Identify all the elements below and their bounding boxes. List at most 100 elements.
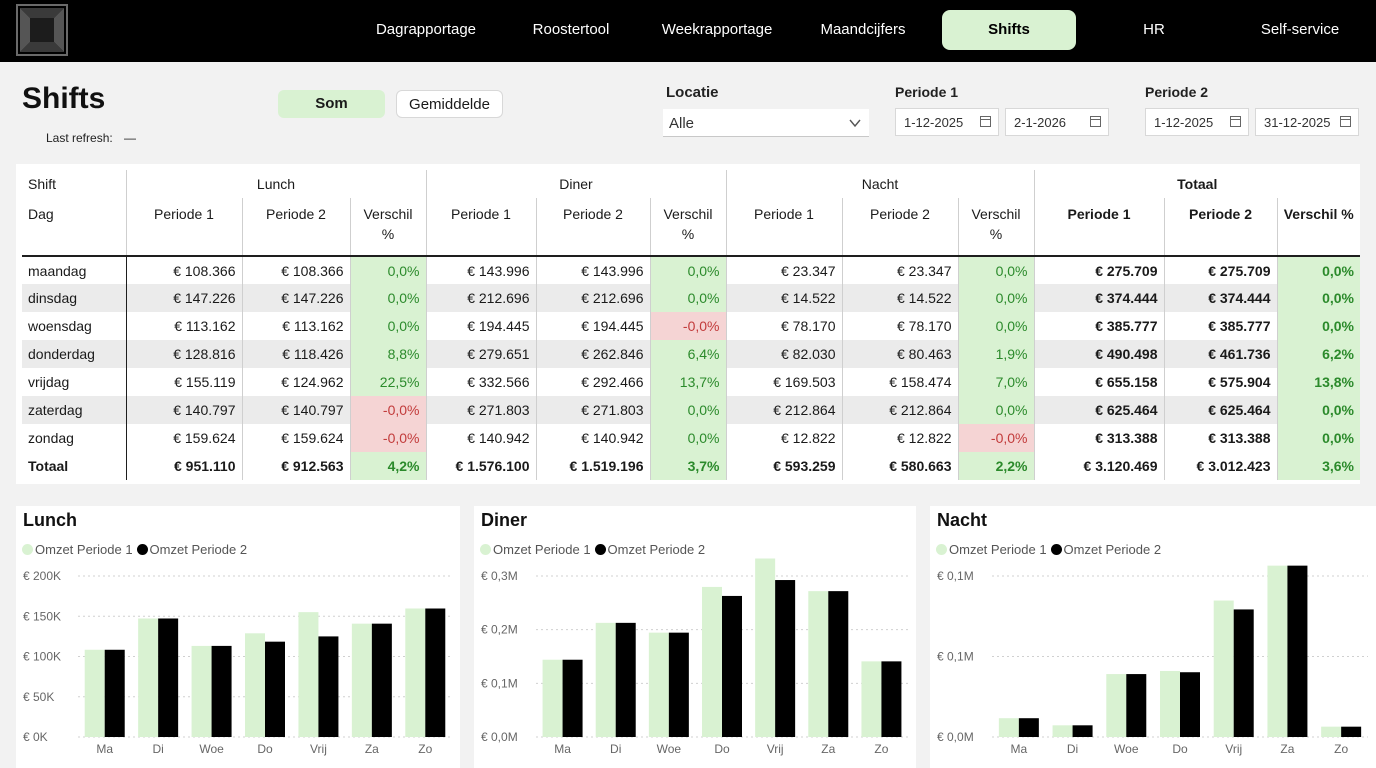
bar-periode2[interactable]: [562, 659, 583, 737]
top-nav-bar: Dagrapportage Roostertool Weekrapportage…: [0, 0, 1376, 62]
bar-periode2[interactable]: [1341, 726, 1362, 737]
nav-item-dagrapportage[interactable]: Dagrapportage: [375, 21, 477, 38]
x-tick-label: Zo: [1334, 742, 1348, 756]
periode1-end-date[interactable]: 2-1-2026: [1005, 108, 1109, 136]
bar-periode1[interactable]: [298, 612, 319, 737]
group-header-nacht: Nacht: [725, 170, 1034, 198]
bar-periode1[interactable]: [138, 618, 159, 737]
bar-periode1[interactable]: [702, 586, 722, 737]
group-header-diner: Diner: [425, 170, 726, 198]
y-tick-label: € 200K: [23, 569, 61, 583]
bar-periode1[interactable]: [1267, 565, 1288, 737]
chart-panel-nacht: Nacht Omzet Periode 1 Omzet Periode 2 € 0,0…: [930, 506, 1376, 768]
bar-periode1[interactable]: [191, 645, 212, 737]
value-cell: € 385.777: [1033, 312, 1164, 340]
diff-cell: 0,0%: [649, 284, 726, 312]
y-tick-label: € 0,1M: [937, 650, 974, 664]
bar-periode2[interactable]: [158, 618, 179, 737]
bar-periode1[interactable]: [84, 649, 105, 737]
bar-periode1[interactable]: [1213, 600, 1234, 737]
bar-periode2[interactable]: [1018, 718, 1039, 737]
x-tick-label: Za: [1280, 742, 1294, 756]
bar-periode2[interactable]: [615, 622, 636, 737]
row-header-dag: Dag: [22, 198, 126, 257]
legend-item[interactable]: Omzet Periode 2: [136, 542, 248, 557]
bar-periode1[interactable]: [1052, 725, 1073, 737]
col-header-totaal-periode1: Periode 1: [1033, 198, 1164, 257]
bar-periode1[interactable]: [595, 622, 616, 737]
bar-periode1[interactable]: [648, 632, 669, 737]
legend-item[interactable]: Omzet Periode 2: [1050, 542, 1161, 557]
diff-cell: 4,2%: [349, 452, 426, 480]
diff-cell: 0,0%: [1276, 256, 1360, 284]
row-header-shift: Shift: [28, 176, 57, 192]
bar-periode1[interactable]: [1321, 726, 1342, 737]
periode2-end-date[interactable]: 31-12-2025: [1255, 108, 1359, 136]
legend-item[interactable]: Omzet Periode 1: [22, 542, 133, 557]
nav-item-weekrapportage[interactable]: Weekrapportage: [661, 21, 773, 38]
legend-item[interactable]: Omzet Periode 1: [936, 542, 1047, 557]
bar-periode2[interactable]: [1126, 674, 1147, 737]
nav-item-hr[interactable]: HR: [1143, 21, 1165, 38]
nav-item-roostertool[interactable]: Roostertool: [532, 21, 610, 38]
value-cell: € 140.797: [125, 396, 242, 424]
col-header-periode2: Periode 2: [841, 198, 958, 257]
x-tick-label: Do: [257, 742, 273, 756]
last-refresh: Last refresh: —: [46, 131, 136, 145]
col-header-verschil-unit: %: [381, 226, 395, 242]
value-cell: € 212.696: [425, 284, 536, 312]
table-row: vrijdag € 155.119 € 124.962 22,5% € 332.566 €…: [22, 368, 1360, 396]
nav-item-shifts[interactable]: Shifts: [942, 10, 1076, 50]
bar-periode1[interactable]: [808, 591, 829, 737]
bar-periode2[interactable]: [211, 645, 232, 737]
bar-periode2[interactable]: [668, 632, 689, 737]
y-tick-label: € 0,0M: [481, 730, 518, 744]
bar-periode2[interactable]: [1072, 725, 1093, 737]
bar-periode1[interactable]: [861, 661, 882, 737]
bar-periode2[interactable]: [881, 661, 902, 737]
location-dropdown[interactable]: Alle: [663, 109, 869, 137]
legend-item[interactable]: Omzet Periode 1: [480, 542, 591, 557]
bar-periode2[interactable]: [828, 591, 849, 737]
legend-label: Omzet Periode 2: [149, 542, 248, 557]
legend-label: Omzet Periode 2: [607, 542, 706, 557]
table-row: dinsdag € 147.226 € 147.226 0,0% € 212.696 € …: [22, 284, 1360, 312]
periode1-start-date[interactable]: 1-12-2025: [895, 108, 999, 136]
location-filter-label: Locatie: [666, 84, 719, 101]
bar-periode2[interactable]: [318, 636, 339, 737]
x-tick-label: Za: [365, 742, 379, 756]
diff-cell: 1,9%: [957, 340, 1034, 368]
bar-periode1[interactable]: [1160, 670, 1180, 737]
diff-cell: 0,0%: [349, 256, 426, 284]
toggle-sum-button[interactable]: Som: [278, 90, 385, 118]
calendar-icon: [980, 116, 991, 127]
bar-periode1[interactable]: [542, 659, 563, 737]
bar-periode1[interactable]: [1106, 674, 1127, 737]
diff-cell: 13,7%: [649, 368, 726, 396]
bar-periode1[interactable]: [755, 558, 776, 737]
nav-item-maandcijfers[interactable]: Maandcijfers: [820, 21, 906, 38]
bar-periode2[interactable]: [722, 595, 742, 737]
toggle-average-button[interactable]: Gemiddelde: [396, 90, 503, 118]
bar-periode2[interactable]: [104, 649, 125, 737]
chart-title: Lunch: [23, 510, 77, 530]
x-tick-label: Do: [714, 742, 730, 756]
bar-periode1[interactable]: [351, 623, 372, 737]
x-tick-label: Woe: [199, 742, 224, 756]
bar-periode2[interactable]: [371, 623, 392, 737]
bar-periode2[interactable]: [1180, 672, 1200, 737]
chart-legend: Omzet Periode 1 Omzet Periode 2: [936, 542, 1165, 557]
bar-periode1[interactable]: [998, 718, 1019, 737]
bar-periode1[interactable]: [405, 608, 426, 737]
bar-periode2[interactable]: [265, 641, 285, 737]
bar-periode2[interactable]: [1287, 565, 1308, 737]
bar-periode2[interactable]: [425, 608, 446, 737]
col-header-periode1: Periode 1: [125, 198, 242, 257]
periode2-start-date[interactable]: 1-12-2025: [1145, 108, 1249, 136]
bar-periode1[interactable]: [245, 633, 265, 737]
bar-periode2[interactable]: [775, 580, 796, 737]
bar-periode2[interactable]: [1233, 609, 1254, 737]
col-header-periode1: Periode 1: [725, 198, 842, 257]
legend-item[interactable]: Omzet Periode 2: [594, 542, 706, 557]
nav-item-self-service[interactable]: Self-service: [1260, 21, 1340, 38]
